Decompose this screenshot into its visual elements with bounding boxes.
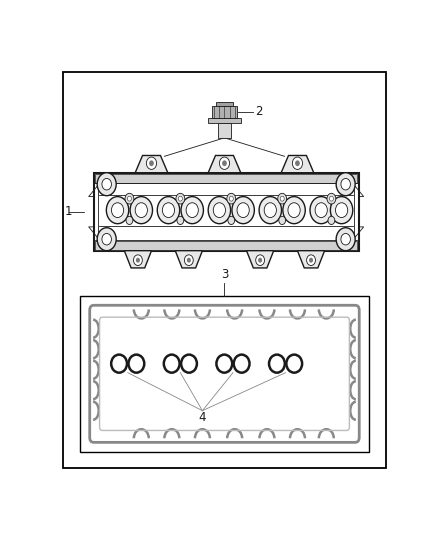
Circle shape bbox=[283, 197, 305, 224]
Circle shape bbox=[327, 193, 336, 204]
Circle shape bbox=[228, 216, 235, 224]
Circle shape bbox=[181, 197, 203, 224]
Circle shape bbox=[295, 160, 300, 166]
Ellipse shape bbox=[128, 354, 144, 373]
Polygon shape bbox=[281, 156, 314, 173]
Circle shape bbox=[136, 258, 140, 263]
Circle shape bbox=[330, 197, 353, 224]
Bar bbox=[94, 173, 359, 251]
Circle shape bbox=[288, 203, 300, 217]
Circle shape bbox=[219, 157, 230, 169]
Circle shape bbox=[146, 157, 156, 169]
Circle shape bbox=[177, 216, 184, 224]
Circle shape bbox=[329, 196, 333, 201]
Circle shape bbox=[126, 216, 133, 224]
Polygon shape bbox=[135, 156, 168, 173]
Circle shape bbox=[278, 193, 286, 204]
Ellipse shape bbox=[269, 354, 285, 373]
Bar bbox=[95, 241, 357, 250]
Circle shape bbox=[280, 196, 284, 201]
Circle shape bbox=[310, 197, 332, 224]
Circle shape bbox=[208, 197, 230, 224]
Circle shape bbox=[176, 193, 185, 204]
Circle shape bbox=[258, 258, 262, 263]
Circle shape bbox=[186, 203, 198, 217]
Circle shape bbox=[341, 233, 350, 245]
Circle shape bbox=[106, 197, 129, 224]
Circle shape bbox=[149, 160, 154, 166]
Polygon shape bbox=[124, 251, 152, 268]
Text: 4: 4 bbox=[199, 411, 206, 424]
Circle shape bbox=[134, 255, 142, 265]
Bar bbox=[216, 102, 233, 106]
Circle shape bbox=[178, 196, 182, 201]
Text: 2: 2 bbox=[255, 106, 262, 118]
Ellipse shape bbox=[234, 354, 250, 373]
Bar bbox=[80, 296, 369, 452]
Circle shape bbox=[264, 203, 276, 217]
Circle shape bbox=[232, 197, 254, 224]
Text: 3: 3 bbox=[221, 269, 228, 281]
FancyBboxPatch shape bbox=[90, 305, 359, 442]
Polygon shape bbox=[297, 251, 325, 268]
Circle shape bbox=[307, 255, 315, 265]
Circle shape bbox=[336, 228, 355, 251]
Circle shape bbox=[229, 196, 233, 201]
Circle shape bbox=[336, 173, 355, 196]
Ellipse shape bbox=[111, 354, 127, 373]
Circle shape bbox=[162, 203, 175, 217]
Circle shape bbox=[279, 216, 286, 224]
Circle shape bbox=[135, 203, 148, 217]
Circle shape bbox=[309, 258, 313, 263]
Ellipse shape bbox=[286, 354, 302, 373]
Circle shape bbox=[227, 193, 236, 204]
Circle shape bbox=[237, 203, 249, 217]
Circle shape bbox=[184, 255, 193, 265]
Circle shape bbox=[130, 197, 152, 224]
Bar bbox=[212, 106, 237, 118]
Circle shape bbox=[292, 157, 303, 169]
Circle shape bbox=[213, 203, 226, 217]
Circle shape bbox=[315, 203, 327, 217]
Ellipse shape bbox=[181, 354, 197, 373]
Ellipse shape bbox=[216, 354, 232, 373]
Bar bbox=[219, 124, 230, 138]
Circle shape bbox=[127, 196, 131, 201]
Polygon shape bbox=[208, 156, 241, 173]
Circle shape bbox=[111, 203, 124, 217]
Polygon shape bbox=[247, 251, 274, 268]
Circle shape bbox=[256, 255, 265, 265]
Circle shape bbox=[259, 197, 282, 224]
Circle shape bbox=[341, 179, 350, 190]
Circle shape bbox=[125, 193, 134, 204]
Circle shape bbox=[157, 197, 180, 224]
Circle shape bbox=[222, 160, 227, 166]
Circle shape bbox=[97, 173, 116, 196]
Ellipse shape bbox=[164, 354, 180, 373]
Text: 1: 1 bbox=[64, 205, 72, 218]
Circle shape bbox=[97, 228, 116, 251]
Bar bbox=[95, 174, 357, 183]
Circle shape bbox=[328, 216, 335, 224]
Polygon shape bbox=[175, 251, 202, 268]
Circle shape bbox=[102, 233, 111, 245]
Bar bbox=[208, 118, 241, 124]
Circle shape bbox=[187, 258, 191, 263]
Circle shape bbox=[102, 179, 111, 190]
Circle shape bbox=[336, 203, 348, 217]
Bar bbox=[98, 177, 354, 246]
